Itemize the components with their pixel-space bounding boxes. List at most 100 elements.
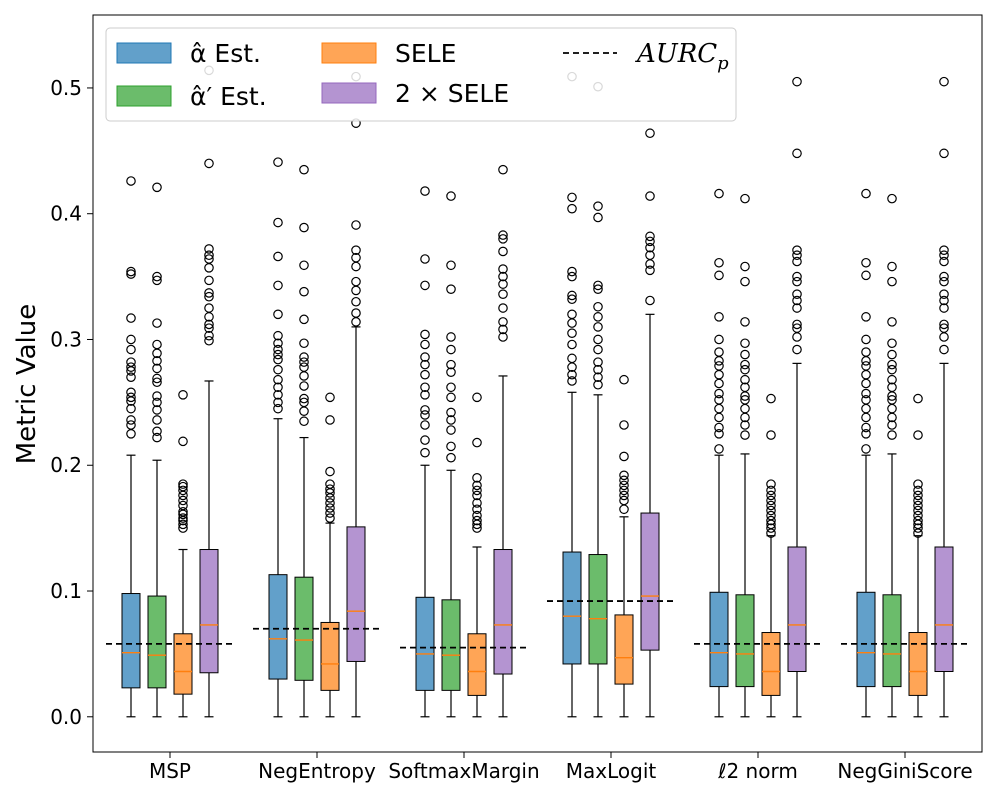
outlier-point xyxy=(766,393,776,404)
outlier-point xyxy=(740,317,750,327)
outlier-point xyxy=(204,323,214,333)
outlier-point xyxy=(126,387,136,398)
outlier-point xyxy=(593,212,603,223)
outlier-point xyxy=(273,309,283,320)
outlier-point xyxy=(619,451,629,462)
outlier-point xyxy=(593,312,603,322)
outlier-point xyxy=(740,395,750,405)
y-tick-label: 0.3 xyxy=(50,327,82,351)
outlier-point xyxy=(498,271,508,282)
outlier-point xyxy=(939,344,949,355)
outlier-point xyxy=(593,357,603,367)
outlier-point xyxy=(645,259,655,269)
outlier-point xyxy=(178,479,188,489)
legend-frame xyxy=(105,27,737,122)
outlier-point xyxy=(204,288,214,298)
outlier-point xyxy=(766,500,776,511)
outlier-point xyxy=(861,347,871,357)
outlier-point xyxy=(178,506,188,517)
outlier-point xyxy=(152,318,162,328)
outlier-point xyxy=(420,447,430,458)
outlier-point xyxy=(766,490,776,501)
outlier-point xyxy=(178,390,188,400)
outlier-point xyxy=(446,415,456,425)
outlier-point xyxy=(645,295,655,306)
outlier-point xyxy=(126,392,136,403)
outlier-point xyxy=(714,429,724,439)
outlier-point xyxy=(645,242,655,253)
outlier-point xyxy=(446,452,456,463)
outlier-point xyxy=(593,301,603,312)
outlier-point xyxy=(472,490,482,501)
outlier-point xyxy=(887,403,897,414)
outlier-point xyxy=(446,359,456,370)
outlier-point xyxy=(567,369,577,380)
outlier-point xyxy=(939,245,949,255)
outlier-point xyxy=(939,148,949,159)
outlier-point xyxy=(498,324,508,335)
axes: 0.0 0.1 0.2 0.3 0.4 0.5 MSP NegEntropy SoftmaxMa… xyxy=(50,14,983,783)
outlier-point xyxy=(714,257,724,268)
outlier-point xyxy=(299,260,309,271)
outlier-point xyxy=(351,252,361,263)
outlier-point xyxy=(152,363,162,374)
outlier-point xyxy=(567,266,577,277)
legend-label: 2 × SELE xyxy=(395,79,509,108)
outlier-point xyxy=(567,376,577,386)
outlier-point xyxy=(887,430,897,440)
outlier-point xyxy=(939,319,949,330)
outlier-point xyxy=(152,405,162,415)
outlier-point xyxy=(420,382,430,393)
outlier-point xyxy=(273,403,283,414)
outlier-point xyxy=(420,280,430,291)
outlier-point xyxy=(861,378,871,389)
legend-label: α̂′ Est. xyxy=(190,82,267,111)
outlier-point xyxy=(887,420,897,430)
outlier-point xyxy=(740,193,750,204)
legend-swatch xyxy=(321,82,377,104)
outlier-point xyxy=(593,364,603,375)
legend-swatch xyxy=(116,42,172,64)
outlier-point xyxy=(325,498,335,508)
outlier-point xyxy=(273,349,283,360)
outlier-point xyxy=(714,188,724,199)
outlier-point xyxy=(714,412,724,423)
outlier-point xyxy=(714,369,724,380)
outlier-point xyxy=(861,403,871,414)
outlier-point xyxy=(861,412,871,423)
outlier-point xyxy=(273,344,283,355)
outlier-point xyxy=(446,260,456,271)
x-tick-label: MaxLogit xyxy=(566,759,657,783)
outlier-point xyxy=(766,505,776,516)
outlier-point xyxy=(766,510,776,521)
outlier-point xyxy=(446,407,456,418)
box xyxy=(320,621,340,691)
outlier-point xyxy=(420,359,430,370)
x-tick-label: NegEntropy xyxy=(258,759,376,783)
outlier-point xyxy=(472,498,482,508)
outlier-point xyxy=(351,261,361,272)
outlier-point xyxy=(619,490,629,501)
axes-frame xyxy=(92,14,983,753)
y-tick-label: 0.2 xyxy=(50,453,82,477)
outlier-point xyxy=(204,291,214,302)
outlier-point xyxy=(792,250,802,261)
outlier-point xyxy=(204,275,214,286)
outlier-point xyxy=(126,372,136,383)
outlier-point xyxy=(792,319,802,330)
outlier-point xyxy=(861,334,871,345)
y-tick-label: 0.5 xyxy=(50,76,82,100)
x-tick-label: ℓ2 norm xyxy=(717,759,798,783)
outlier-point xyxy=(740,276,750,287)
outlier-point xyxy=(152,426,162,437)
outlier-point xyxy=(567,339,577,350)
box xyxy=(882,594,902,688)
x-tick-label: MSP xyxy=(149,759,191,783)
outlier-point xyxy=(472,485,482,496)
x-tick-label: SoftmaxMargin xyxy=(388,759,539,783)
outlier-point xyxy=(740,382,750,393)
outlier-point xyxy=(792,295,802,306)
outlier-point xyxy=(498,303,508,313)
outlier-point xyxy=(178,481,188,492)
